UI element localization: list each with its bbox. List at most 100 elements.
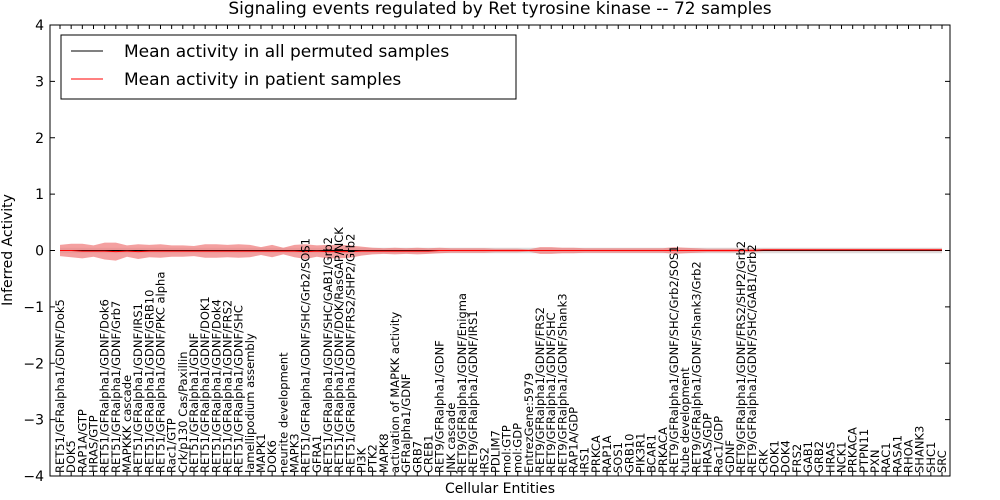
x-tick-label: RET51/GFRalpha1/GDNF/DOK1 (198, 296, 212, 473)
legend-label-permuted: Mean activity in all permuted samples (124, 42, 449, 62)
x-tick-label: HRAS/GTP (87, 415, 101, 473)
x-tick-label: CREB1 (421, 435, 435, 474)
x-tick-label: RET51/GFRalpha1/GDNF/SHC (232, 305, 246, 473)
x-tick-label: PIK3R1 (634, 433, 648, 474)
x-tick-label: Rac1/GDP (712, 416, 726, 473)
x-tick-label: DOK6 (265, 440, 279, 473)
x-tick-label: PTK2 (366, 444, 380, 473)
x-tick-label: RET9/GFRalpha1/GDNF/SHC/Grb2/SOS1 (667, 245, 681, 473)
y-tick-label: 4 (35, 18, 44, 34)
x-tick-label: PRKACA (656, 427, 670, 473)
y-tick-label: 2 (35, 131, 44, 147)
x-tick-label: DOK1 (768, 440, 782, 473)
x-tick-label: RAP1A/GDP (567, 407, 581, 473)
plot-frame (49, 24, 951, 477)
x-tick-label: IRS1 (578, 447, 592, 473)
x-tick-label: SRC (935, 450, 949, 473)
x-tick-label: MAPK3 (288, 433, 302, 473)
x-tick-label: GDNF (723, 440, 737, 473)
x-tick-label: PI3K (354, 447, 368, 473)
x-tick-label: RET9/GFRalpha1/GDNF/Shank3/Grb2 (689, 261, 703, 473)
x-tick-label: GFRalpha1/GDNF (399, 374, 413, 473)
x-tick-label: PXN (868, 450, 882, 473)
x-tick-label: FRS2 (790, 444, 804, 473)
x-tick-label: RET51/GFRalpha1/GDNF/SHC/GAB1/Grb2 (321, 237, 335, 473)
x-tick-label: RASA1 (890, 435, 904, 473)
x-tick-label: RET9/GFRalpha1/GDNF/SHC/GAB1/Grb2 (745, 244, 759, 473)
x-tick-label: RAP1A/GTP (75, 409, 89, 473)
x-tick-label: GFRA1 (310, 435, 324, 473)
x-tick-label: RET51/GFRalpha1/GDNF/FRS2 (221, 300, 235, 473)
x-tick-label: GRB2 (812, 441, 826, 473)
legend: Mean activity in all permuted samples Me… (60, 34, 517, 100)
x-tick-label: RET51/GFRalpha1/GDNF/Dok6 (98, 299, 112, 473)
x-tick-label: RET51/GFRalpha1/GDNF/Grb7 (109, 301, 123, 473)
x-tick-label: lamellipodium assembly (243, 333, 257, 473)
legend-box (60, 34, 517, 100)
patient-mean-line (60, 249, 942, 253)
x-tick-label: GAB1 (801, 441, 815, 473)
x-tick-label: RET9/GFRalpha1/GDNF/Shank3 (555, 293, 569, 473)
x-tick-label: neurite development (276, 352, 290, 473)
x-tick-label: JNK cascade (444, 403, 458, 474)
y-axis-label: Inferred Activity (0, 194, 16, 306)
x-tick-label: MAPK8 (377, 433, 391, 473)
x-tick-label: MAPK1 (254, 433, 268, 473)
x-tick-label: GRB10 (622, 434, 636, 473)
x-tick-label: RET51/GFRalpha1/GDNF/PKC alpha (154, 272, 168, 473)
y-tick-label: −3 (23, 413, 44, 429)
x-tick-label: tube development (678, 367, 692, 473)
x-tick-label: BCAR1 (645, 434, 659, 473)
x-tick-label: RET9/GFRalpha1/GDNF (433, 340, 447, 473)
x-tick-label: SOS1 (611, 442, 625, 473)
x-tick-label: DOK5 (64, 440, 78, 473)
x-tick-label: RET51/GFRalpha1/GDNF/GRB10 (142, 290, 156, 473)
patient-band (60, 242, 942, 261)
x-tick-label: RAP1A (600, 435, 614, 473)
x-tick-label: RET51/GFRalpha1/GDNF/DOK/RasGAP/NCK (332, 227, 346, 473)
x-tick-label: RAC1 (879, 442, 893, 473)
x-tick-label: RET51/GFRalpha1/GDNF/SHC/Grb2/SOS1 (299, 238, 313, 473)
y-tick-label: −2 (23, 356, 44, 372)
x-tick-label: IRS2 (477, 447, 491, 473)
x-tick-label: RET51/GFRalpha1/GDNF/Dok5 (53, 299, 67, 473)
x-tick-label: activation of MAPKK activity (388, 312, 402, 473)
y-axis-ticks: −4 −3 −2 −1 0 1 2 3 4 (23, 18, 950, 485)
x-tick-label: NCK1 (835, 442, 849, 474)
x-tick-label: RET9/GFRalpha1/GDNF/FRS2 (533, 307, 547, 473)
x-tick-label: Rac1/GTP (165, 418, 179, 473)
y-tick-label: −4 (23, 469, 44, 485)
x-tick-label: RET9/GFRalpha1/GDNF/IRS1 (466, 310, 480, 473)
x-tick-label: RET51/GFRalpha1/GDNF (187, 333, 201, 473)
x-tick-label: RHOA (902, 440, 916, 473)
x-tick-label: RET51/GFRalpha1/GDNF/FRS2/SHP2/Grb2 (343, 234, 357, 473)
lines-layer (60, 249, 942, 253)
x-tick-label: mol:GDP (511, 423, 525, 473)
x-tick-label: Crk/p130 Cas/Paxillin (176, 352, 190, 473)
x-tick-label: SHC1 (924, 442, 938, 473)
x-tick-label: PTPN11 (857, 429, 871, 473)
y-tick-label: −1 (23, 300, 44, 316)
x-axis-label: Cellular Entities (445, 481, 555, 497)
x-tick-label: MAPKKK cascade (120, 375, 134, 473)
x-tick-label: SHANK3 (913, 426, 927, 473)
x-tick-label: DOK4 (779, 440, 793, 473)
x-tick-label: RET9/GFRalpha1/GDNF/SHC (544, 312, 558, 473)
legend-label-patient: Mean activity in patient samples (124, 70, 401, 90)
x-tick-label: GRB7 (410, 441, 424, 473)
y-tick-label: 0 (35, 244, 44, 260)
x-tick-label: RET9/GFRalpha1/GDNF/FRS2/SHP2/Grb2 (734, 241, 748, 473)
x-tick-label: EntrezGene:5979 (522, 373, 536, 473)
x-tick-label: RET9/GFRalpha1/GDNF/Enigma (455, 293, 469, 473)
x-tick-label: CRK (756, 449, 770, 473)
chart-title: Signaling events regulated by Ret tyrosi… (228, 0, 771, 19)
x-tick-label: PRKCA (589, 435, 603, 473)
x-tick-label: mol:GTP (500, 425, 514, 473)
x-tick-label: RET51/GFRalpha1/GDNF/Dok4 (209, 299, 223, 473)
x-tick-label: HRAS/GDP (701, 413, 715, 473)
x-axis-ticks: RET51/GFRalpha1/GDNF/Dok5DOK5RAP1A/GTPHR… (53, 25, 949, 476)
y-tick-label: 3 (35, 74, 44, 90)
y-tick-label: 1 (35, 187, 44, 203)
x-tick-label: PRKACA (846, 427, 860, 473)
